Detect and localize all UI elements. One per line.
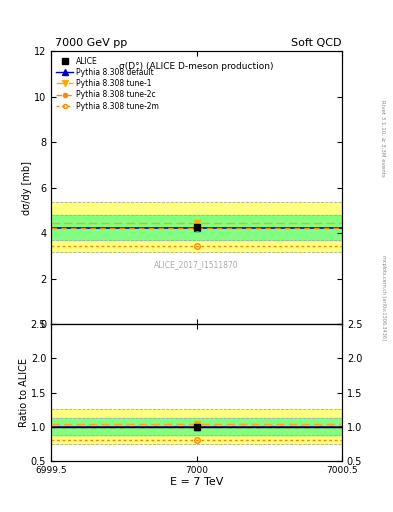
Text: Rivet 3.1.10, ≥ 3.3M events: Rivet 3.1.10, ≥ 3.3M events [381,100,386,177]
Y-axis label: dσ/dy [mb]: dσ/dy [mb] [22,161,33,215]
Bar [51,202,342,252]
Text: ALICE_2017_I1511870: ALICE_2017_I1511870 [154,260,239,269]
Text: 7000 GeV pp: 7000 GeV pp [55,38,127,49]
Legend: ALICE, Pythia 8.308 default, Pythia 8.308 tune-1, Pythia 8.308 tune-2c, Pythia 8: ALICE, Pythia 8.308 default, Pythia 8.30… [53,53,162,114]
Bar [51,409,342,444]
X-axis label: E = 7 TeV: E = 7 TeV [170,477,223,487]
Bar [51,418,342,436]
Text: mcplots.cern.ch [arXiv:1306.3436]: mcplots.cern.ch [arXiv:1306.3436] [381,254,386,339]
Y-axis label: Ratio to ALICE: Ratio to ALICE [19,358,29,427]
Text: Soft QCD: Soft QCD [292,38,342,49]
Bar [51,215,342,240]
Text: σ(D°) (ALICE D-meson production): σ(D°) (ALICE D-meson production) [119,62,274,71]
